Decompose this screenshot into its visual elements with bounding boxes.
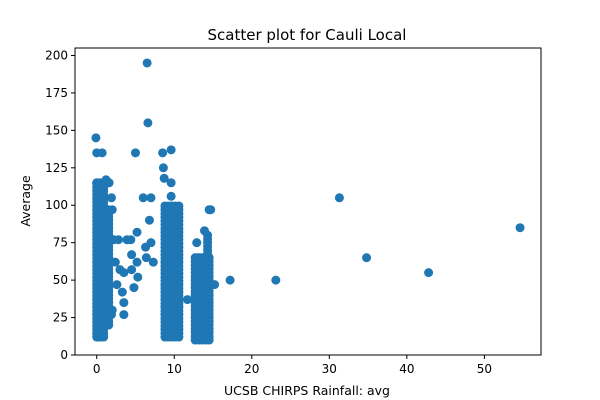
x-axis-label: UCSB CHIRPS Rainfall: avg: [224, 383, 390, 398]
x-tick-label: 20: [244, 362, 259, 376]
x-tick-label: 30: [322, 362, 337, 376]
data-point: [130, 148, 140, 158]
y-tick-label: 100: [45, 198, 68, 212]
data-point: [91, 133, 101, 143]
y-tick-label: 150: [45, 123, 68, 137]
data-point: [132, 257, 142, 267]
data-point: [119, 268, 129, 278]
data-point: [117, 287, 127, 297]
data-point: [271, 275, 281, 285]
data-point: [192, 238, 202, 248]
y-tick-label: 0: [60, 348, 68, 362]
y-axis-label: Average: [18, 175, 33, 227]
data-point: [334, 193, 344, 203]
data-point: [146, 193, 156, 203]
data-point: [206, 205, 216, 215]
data-point: [144, 215, 154, 225]
x-tick-label: 40: [399, 362, 414, 376]
data-point: [96, 230, 106, 240]
x-tick-label: 10: [167, 362, 182, 376]
data-point: [362, 253, 372, 263]
data-point: [110, 257, 120, 267]
data-point: [106, 193, 116, 203]
plot-frame: [74, 47, 542, 356]
x-axis-ticks: 0 10 20 30 40 50: [93, 355, 492, 376]
data-point: [126, 235, 136, 245]
y-tick-label: 75: [53, 236, 68, 250]
data-point: [166, 145, 176, 155]
data-point: [127, 265, 137, 275]
y-tick-label: 200: [45, 48, 68, 62]
data-point: [104, 178, 114, 188]
x-tick-label: 0: [93, 362, 101, 376]
data-point: [158, 163, 168, 173]
data-point: [166, 191, 176, 201]
data-point: [141, 242, 151, 252]
x-tick-label: 50: [477, 362, 492, 376]
data-point: [102, 245, 112, 255]
data-point: [101, 215, 111, 225]
data-point: [107, 205, 117, 215]
data-point: [142, 58, 152, 68]
data-point: [119, 298, 129, 308]
data-point: [424, 268, 434, 278]
data-point: [182, 295, 192, 305]
data-point: [94, 332, 104, 342]
data-point: [113, 235, 123, 245]
data-point: [138, 193, 148, 203]
data-point: [515, 223, 525, 233]
data-point: [158, 148, 168, 158]
y-tick-label: 125: [45, 161, 68, 175]
data-point: [119, 310, 129, 320]
data-point: [103, 302, 113, 312]
data-point: [159, 173, 169, 183]
y-tick-label: 175: [45, 86, 68, 100]
points-layer: [91, 58, 525, 345]
data-point: [112, 280, 122, 290]
data-point: [132, 227, 142, 237]
data-point: [127, 250, 137, 260]
data-point: [106, 310, 116, 320]
data-point: [97, 148, 107, 158]
data-point: [199, 226, 209, 236]
data-point: [148, 257, 158, 267]
data-point: [129, 283, 139, 293]
chart-title: Scatter plot for Cauli Local: [208, 26, 407, 44]
data-point: [99, 223, 109, 233]
data-point: [133, 272, 143, 282]
data-point: [166, 178, 176, 188]
y-axis-ticks: 0 25 50 75 100 125 150 175 200: [45, 48, 75, 362]
y-tick-label: 25: [53, 311, 68, 325]
data-point: [174, 201, 184, 211]
data-point: [210, 280, 220, 290]
data-point: [141, 253, 151, 263]
data-point: [143, 118, 153, 128]
data-point: [225, 275, 235, 285]
y-tick-label: 50: [53, 273, 68, 287]
